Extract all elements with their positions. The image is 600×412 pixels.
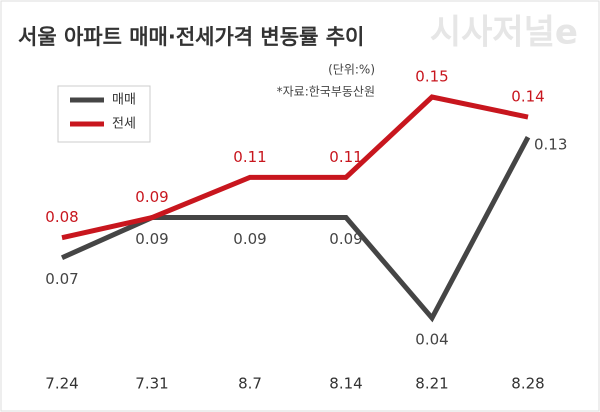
value-label: 0.09 bbox=[135, 188, 168, 206]
x-tick-label: 8.7 bbox=[238, 375, 262, 393]
value-label: 0.11 bbox=[233, 148, 266, 166]
source-note: *자료:한국부동산원 bbox=[277, 85, 375, 99]
value-label: 0.07 bbox=[45, 270, 78, 288]
series-line bbox=[61, 94, 529, 241]
value-label: 0.04 bbox=[415, 331, 448, 349]
x-tick-label: 8.21 bbox=[415, 375, 448, 393]
value-label: 0.09 bbox=[233, 230, 266, 248]
x-tick-label: 7.31 bbox=[135, 375, 168, 393]
unit-note: (단위:%) bbox=[328, 63, 375, 77]
x-tick-label: 7.24 bbox=[45, 375, 78, 393]
legend-label: 매매 bbox=[112, 93, 136, 108]
chart-title: 서울 아파트 매매·전세가격 변동률 추이 bbox=[18, 25, 364, 49]
legend-label: 전세 bbox=[112, 117, 136, 132]
legend bbox=[57, 85, 151, 143]
logo: 시사저널e bbox=[430, 13, 578, 53]
x-tick-label: 8.28 bbox=[511, 375, 544, 393]
series-line bbox=[60, 136, 531, 323]
value-label: 0.15 bbox=[415, 68, 448, 86]
value-label: 0.13 bbox=[534, 136, 567, 154]
value-label: 0.11 bbox=[329, 148, 362, 166]
value-label: 0.09 bbox=[135, 230, 168, 248]
value-label: 0.14 bbox=[511, 88, 544, 106]
value-label: 0.09 bbox=[329, 230, 362, 248]
x-tick-label: 8.14 bbox=[329, 375, 362, 393]
value-label: 0.08 bbox=[45, 208, 78, 226]
